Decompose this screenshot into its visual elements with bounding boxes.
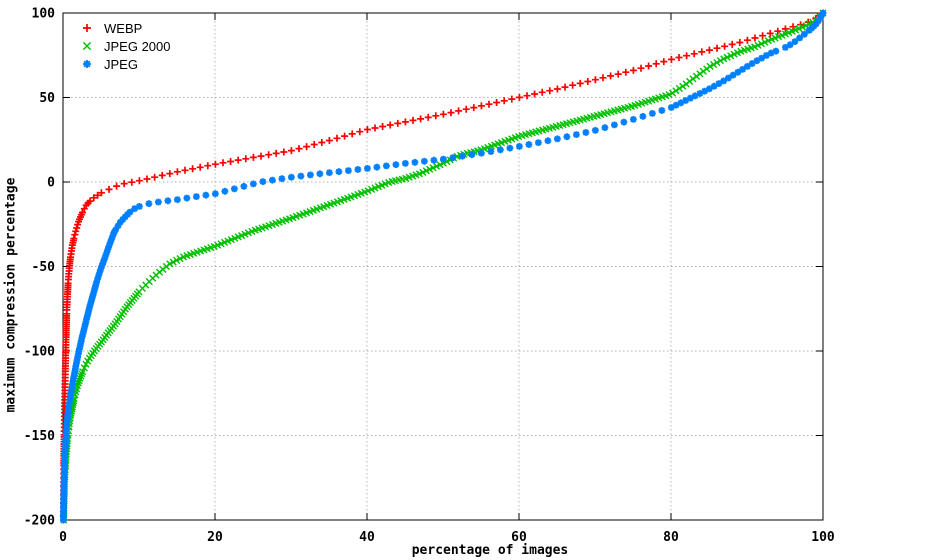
- legend-row-webp: WEBP: [79, 19, 171, 37]
- legend-row-jpeg2000: JPEG 2000: [79, 37, 171, 55]
- y-axis-title: maximum compression percentage: [3, 177, 19, 413]
- x-tick-label: 80: [663, 530, 679, 545]
- x-tick-label: 60: [511, 530, 527, 545]
- legend-row-jpeg: JPEG: [79, 55, 171, 73]
- x-tick-label: 20: [207, 530, 223, 545]
- y-tick-label: 0: [47, 176, 55, 191]
- legend: WEBP JPEG 2000 JPEG: [79, 19, 171, 73]
- tick-labels: 100 50 0 -50 -100 -150 -200 0 20 40 60 80 100: [24, 7, 835, 546]
- x-tick-label: 0: [59, 530, 67, 545]
- x-tick-label: 40: [359, 530, 375, 545]
- legend-label-webp: WEBP: [104, 20, 143, 36]
- y-tick-label: -200: [24, 514, 55, 529]
- asterisk-marker-icon: [83, 60, 91, 68]
- cross-marker-icon: [82, 41, 92, 51]
- x-tick-label: 100: [811, 530, 835, 545]
- y-tick-label: -50: [32, 260, 56, 275]
- plus-marker-icon: [83, 24, 91, 32]
- y-tick-label: 100: [32, 7, 56, 22]
- x-axis-title: percentage of images: [411, 543, 569, 558]
- y-tick-label: -100: [24, 345, 55, 360]
- legend-label-jpeg2000: JPEG 2000: [104, 38, 171, 54]
- y-tick-label: 50: [39, 91, 55, 106]
- series-markers-jpeg: [60, 9, 827, 524]
- legend-label-jpeg: JPEG: [104, 56, 138, 72]
- y-tick-label: -150: [24, 429, 55, 444]
- axes-border: [62, 12, 824, 521]
